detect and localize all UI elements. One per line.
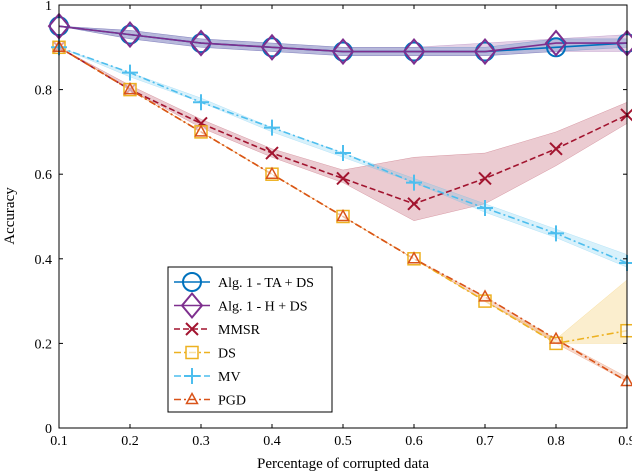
x-axis-label: Percentage of corrupted data xyxy=(257,456,429,472)
point-mmsr-6 xyxy=(407,197,421,211)
x-tick-label: 0.3 xyxy=(192,434,210,449)
point-alg-1-h-ds-3 xyxy=(189,29,213,57)
legend-item-mv: MV xyxy=(174,368,241,385)
point-mv-5 xyxy=(335,145,351,162)
point-mv-2 xyxy=(122,64,138,81)
axis-ticks: 0.1 0.2 0.3 0.4 0.5 0.6 0.7 0.8 0.9 0 0.2 0.4 0.6 0.8… xyxy=(35,0,632,449)
legend-item-ds: DS xyxy=(174,345,236,362)
x-tick-label: 0.8 xyxy=(547,434,565,449)
point-alg-1-h-ds-8 xyxy=(544,29,568,57)
line-ds xyxy=(58,46,628,345)
legend: Alg. 1 - TA + DS Alg. 1 - H + DS MMSR DS MV P… xyxy=(167,266,333,413)
point-alg-1-h-ds-5 xyxy=(331,37,355,66)
x-tick-label: 0.7 xyxy=(476,434,494,449)
legend-item-alg-1-ta-ds: Alg. 1 - TA + DS xyxy=(174,272,314,292)
x-tick-label: 0.2 xyxy=(121,434,139,449)
y-tick-label: 0.4 xyxy=(35,253,53,268)
legend-item-pgd: PGD xyxy=(174,391,246,409)
y-tick-label: 0 xyxy=(45,422,52,437)
legend-label: DS xyxy=(218,347,236,362)
point-mv-4 xyxy=(264,119,280,136)
point-mmsr-8 xyxy=(549,142,563,156)
point-mv-7 xyxy=(477,200,493,217)
legend-marker xyxy=(180,291,204,320)
point-pgd-3 xyxy=(194,124,208,137)
legend-marker xyxy=(182,272,202,292)
legend-item-alg-1-h-ds: Alg. 1 - H + DS xyxy=(174,291,308,320)
point-mv-3 xyxy=(193,94,209,111)
point-pgd-8 xyxy=(549,331,563,344)
x-tick-label: 0.5 xyxy=(334,434,352,449)
point-mmsr-4 xyxy=(265,146,279,160)
legend-marker xyxy=(184,368,200,384)
band-mmsr xyxy=(58,47,628,221)
x-tick-label: 0.4 xyxy=(263,434,281,449)
y-tick-label: 0.2 xyxy=(35,337,53,352)
line-alg-1-h-ds xyxy=(58,25,627,53)
legend-item-mmsr: MMSR xyxy=(174,322,261,338)
band-ds xyxy=(58,47,628,344)
point-alg-1-h-ds-2 xyxy=(118,21,142,49)
legend-label: MMSR xyxy=(218,323,261,338)
x-tick-label: 0.1 xyxy=(50,434,68,449)
point-pgd-4 xyxy=(265,166,279,179)
point-mmsr-5 xyxy=(336,171,350,186)
legend-label: Alg. 1 - TA + DS xyxy=(218,276,314,291)
point-mv-6 xyxy=(406,174,422,191)
legend-label: MV xyxy=(218,370,241,385)
point-mv-8 xyxy=(548,225,564,242)
point-alg-1-h-ds-4 xyxy=(260,33,284,61)
point-pgd-5 xyxy=(336,208,350,222)
series-markers xyxy=(47,12,632,387)
y-tick-label: 0.8 xyxy=(35,84,53,99)
point-pgd-7 xyxy=(478,289,492,302)
legend-marker xyxy=(185,322,199,336)
series-lines xyxy=(58,25,628,383)
point-alg-1-h-ds-6 xyxy=(402,37,426,66)
y-tick-label: 0.6 xyxy=(35,168,53,183)
legend-label: Alg. 1 - H + DS xyxy=(218,300,308,315)
point-alg-1-h-ds-7 xyxy=(473,37,497,66)
point-pgd-6 xyxy=(407,251,421,264)
legend-marker xyxy=(185,391,199,405)
legend-marker xyxy=(185,345,199,360)
legend-label: PGD xyxy=(218,394,246,409)
point-pgd-2 xyxy=(123,82,137,95)
point-mmsr-7 xyxy=(478,171,492,186)
x-tick-label: 0.9 xyxy=(618,434,632,449)
line-mmsr xyxy=(58,46,628,205)
y-axis-label: Accuracy xyxy=(2,187,18,245)
x-tick-label: 0.6 xyxy=(405,434,423,449)
y-tick-label: 1 xyxy=(45,0,52,14)
